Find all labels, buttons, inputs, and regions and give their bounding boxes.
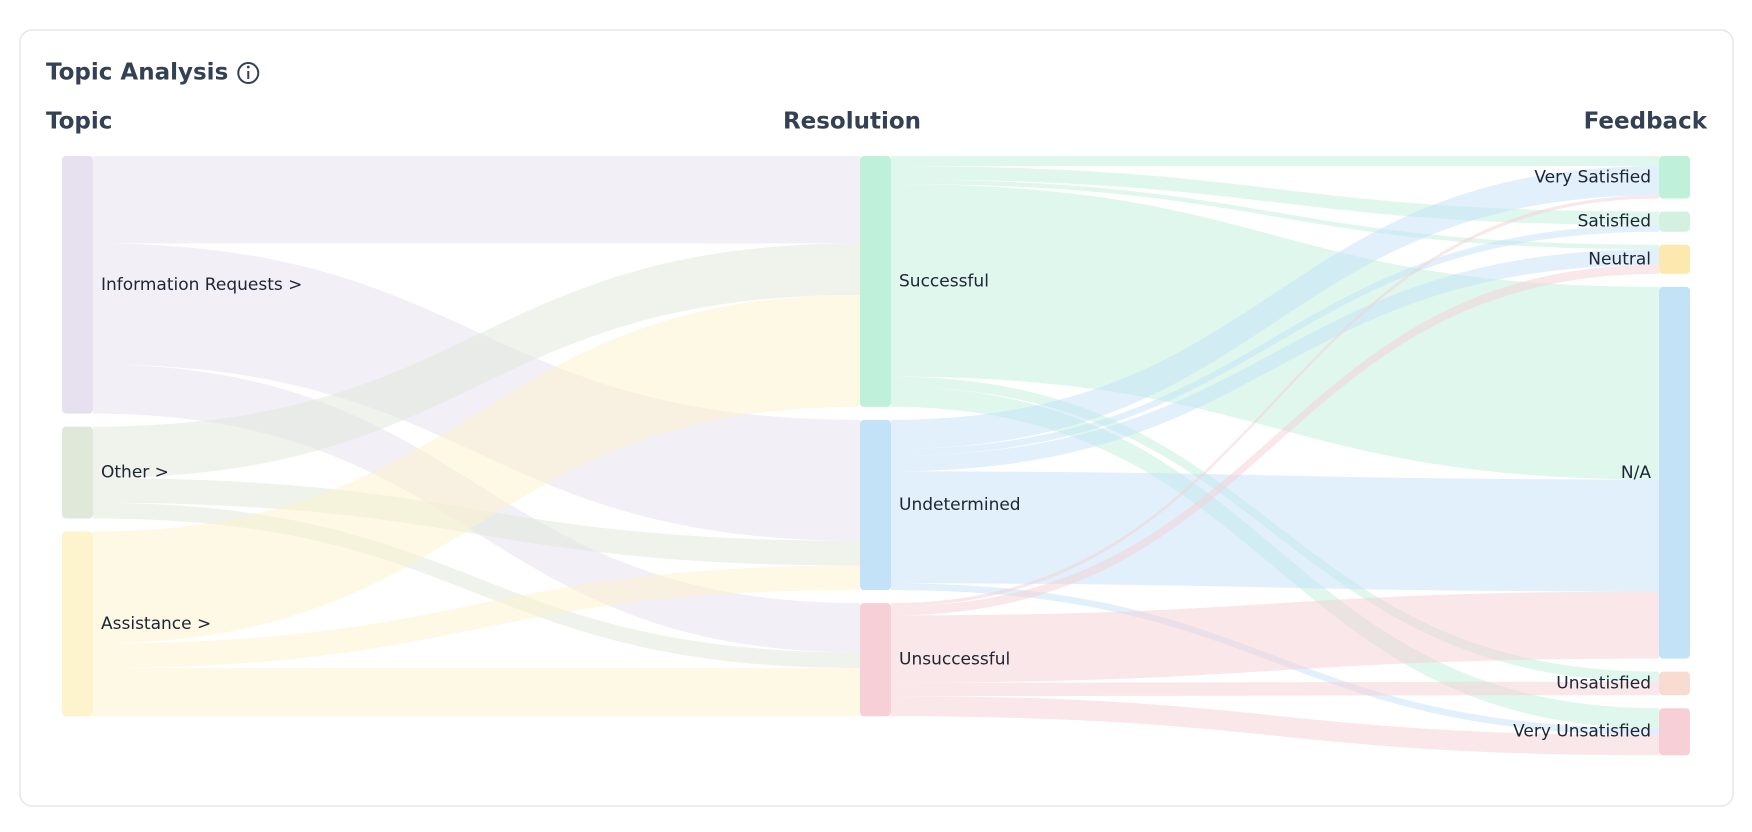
link <box>891 225 1659 456</box>
node <box>1659 211 1690 232</box>
link <box>891 471 1659 592</box>
column-header: Feedback <box>1584 109 1708 135</box>
link <box>891 184 1659 480</box>
node-label[interactable]: Other > <box>101 463 169 483</box>
node <box>860 419 891 591</box>
node-label[interactable]: Information Requests > <box>101 275 302 295</box>
link <box>891 264 1659 616</box>
chart-title: Topic Analysis <box>46 60 228 86</box>
link <box>891 156 1659 167</box>
node-label: Unsatisfied <box>1556 673 1651 693</box>
link <box>93 294 860 644</box>
link <box>891 195 1659 607</box>
node-label: Very Satisfied <box>1534 167 1651 187</box>
node-label: Undetermined <box>899 495 1021 515</box>
link <box>93 243 860 541</box>
links <box>93 156 1659 756</box>
link <box>93 243 860 479</box>
node <box>62 426 93 519</box>
node-label: Very Unsatisfied <box>1513 722 1651 742</box>
node-label[interactable]: Assistance > <box>101 614 211 634</box>
link <box>93 565 860 669</box>
node <box>1659 156 1690 199</box>
node <box>1659 671 1690 696</box>
link <box>891 591 1659 683</box>
node <box>860 603 891 717</box>
node-label: N/A <box>1621 463 1651 483</box>
link <box>93 668 860 717</box>
link <box>93 502 860 669</box>
link <box>891 681 1659 697</box>
node <box>62 531 93 717</box>
node-label: Unsuccessful <box>899 650 1010 670</box>
node-label: Successful <box>899 271 989 291</box>
node <box>62 156 93 414</box>
link <box>93 156 860 244</box>
node <box>1659 286 1690 659</box>
link <box>891 179 1659 250</box>
info-icon[interactable] <box>237 62 260 84</box>
node-label: Neutral <box>1588 249 1651 269</box>
column-header: Resolution <box>783 109 921 135</box>
link <box>891 696 1659 756</box>
node-label: Satisfied <box>1578 212 1651 232</box>
node <box>1659 708 1690 756</box>
link <box>891 166 1659 449</box>
node <box>860 156 891 407</box>
node <box>1659 244 1690 274</box>
column-header: Topic <box>46 109 112 135</box>
link <box>891 249 1659 472</box>
